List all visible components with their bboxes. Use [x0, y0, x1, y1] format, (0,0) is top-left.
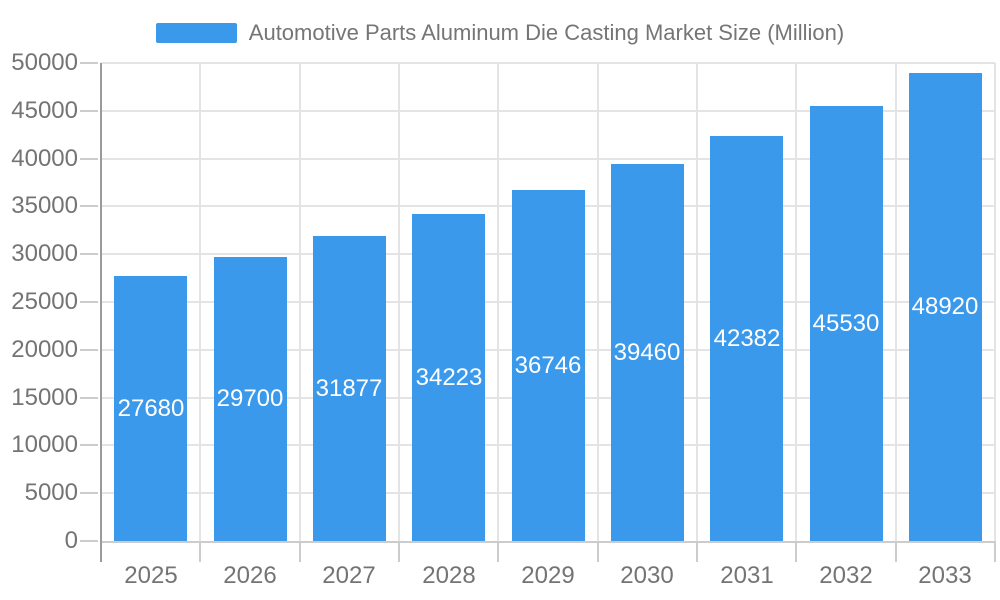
bar-value-label: 45530	[812, 310, 880, 337]
gridline-v	[199, 63, 201, 541]
gridline-v	[895, 63, 897, 541]
x-tick-label: 2028	[422, 562, 476, 589]
bar	[214, 257, 287, 541]
x-tick-label: 2026	[223, 562, 277, 589]
x-tick	[895, 543, 897, 562]
gridline-v	[795, 63, 797, 541]
y-tick	[80, 444, 98, 446]
y-tick	[80, 62, 98, 64]
x-tick	[497, 543, 499, 562]
y-tick-label: 0	[64, 527, 78, 554]
gridline-v	[696, 63, 698, 541]
y-tick-label: 20000	[11, 336, 78, 363]
y-tick	[80, 205, 98, 207]
bar-value-label: 39460	[613, 339, 681, 366]
bar	[313, 236, 386, 541]
legend[interactable]: Automotive Parts Aluminum Die Casting Ma…	[0, 20, 1000, 45]
gridline-v	[299, 63, 301, 541]
bar-value-label: 31877	[315, 375, 383, 402]
x-tick-label: 2027	[322, 562, 376, 589]
x-tick-label: 2029	[521, 562, 575, 589]
y-tick-label: 25000	[11, 288, 78, 315]
y-tick-label: 10000	[11, 431, 78, 458]
y-tick-label: 35000	[11, 192, 78, 219]
x-tick-label: 2025	[124, 562, 178, 589]
y-tick-label: 50000	[11, 49, 78, 76]
x-tick-label: 2031	[720, 562, 774, 589]
y-tick	[80, 349, 98, 351]
gridline-h	[101, 158, 995, 160]
x-tick-label: 2030	[620, 562, 674, 589]
x-tick	[795, 543, 797, 562]
x-tick	[299, 543, 301, 562]
y-tick	[80, 492, 98, 494]
x-axis-line	[100, 541, 996, 543]
x-tick	[696, 543, 698, 562]
y-tick-label: 15000	[11, 384, 78, 411]
y-tick-label: 5000	[24, 479, 78, 506]
y-tick	[80, 397, 98, 399]
bar-value-label: 42382	[713, 325, 781, 352]
bar-value-label: 29700	[216, 385, 284, 412]
bar	[611, 164, 684, 541]
y-axis-line	[100, 63, 102, 562]
bar-value-label: 48920	[911, 293, 979, 320]
bar	[412, 214, 485, 541]
x-tick	[199, 543, 201, 562]
bar	[512, 190, 585, 541]
gridline-h	[101, 62, 995, 64]
y-tick	[80, 158, 98, 160]
y-tick	[80, 540, 98, 542]
y-tick	[80, 110, 98, 112]
bar	[810, 106, 883, 541]
gridline-v	[994, 63, 996, 541]
bar-value-label: 36746	[514, 352, 582, 379]
x-tick	[597, 543, 599, 562]
y-tick	[80, 253, 98, 255]
gridline-v	[597, 63, 599, 541]
bar	[114, 276, 187, 541]
gridline-h	[101, 110, 995, 112]
x-tick-label: 2032	[819, 562, 873, 589]
legend-swatch	[155, 23, 237, 43]
x-tick	[398, 543, 400, 562]
y-tick-label: 45000	[11, 97, 78, 124]
y-tick	[80, 301, 98, 303]
x-tick-label: 2033	[918, 562, 972, 589]
bar	[710, 136, 783, 541]
bar-value-label: 27680	[117, 395, 185, 422]
x-tick	[994, 543, 996, 562]
y-tick-label: 40000	[11, 145, 78, 172]
gridline-v	[398, 63, 400, 541]
legend-label: Automotive Parts Aluminum Die Casting Ma…	[248, 20, 845, 45]
y-tick-label: 30000	[11, 240, 78, 267]
bar-value-label: 34223	[415, 364, 483, 391]
gridline-v	[497, 63, 499, 541]
bar	[909, 73, 982, 541]
